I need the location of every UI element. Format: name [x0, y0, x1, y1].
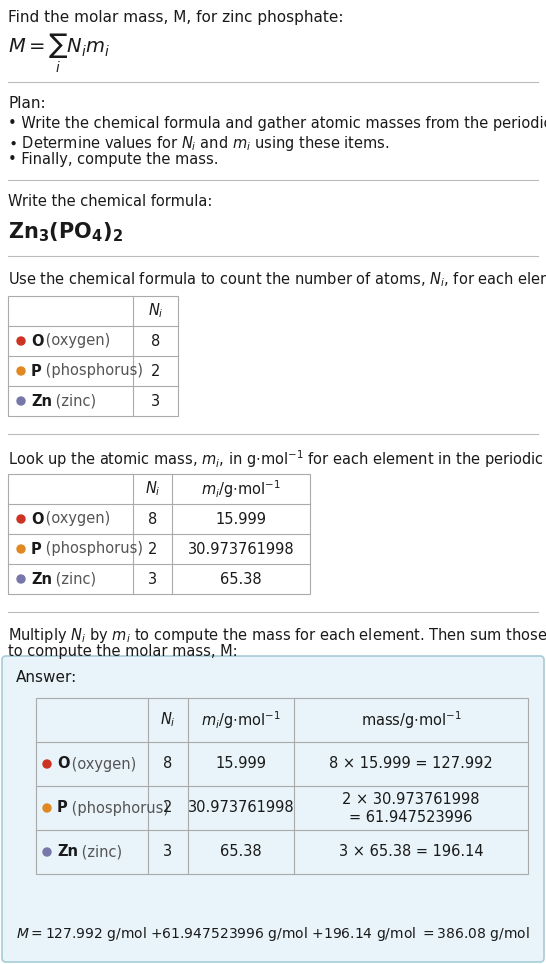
Text: (phosphorus): (phosphorus)	[41, 542, 143, 556]
Text: (zinc): (zinc)	[77, 844, 122, 860]
Circle shape	[17, 337, 25, 345]
Circle shape	[17, 397, 25, 405]
Circle shape	[43, 848, 51, 856]
Text: $M = 127.992$ g/mol $+ 61.947523996$ g/mol $+ 196.14$ g/mol $= 386.08$ g/mol: $M = 127.992$ g/mol $+ 61.947523996$ g/m…	[16, 925, 530, 943]
Circle shape	[17, 545, 25, 553]
Text: $N_i$: $N_i$	[160, 710, 176, 730]
Text: 2: 2	[151, 363, 160, 379]
Text: P: P	[31, 363, 41, 379]
Text: $N_i$: $N_i$	[145, 480, 161, 498]
Text: $N_i$: $N_i$	[147, 302, 163, 320]
Text: (oxygen): (oxygen)	[67, 757, 136, 771]
Text: = 61.947523996: = 61.947523996	[349, 811, 473, 825]
Text: • Write the chemical formula and gather atomic masses from the periodic table.: • Write the chemical formula and gather …	[8, 116, 546, 131]
Circle shape	[17, 575, 25, 583]
Text: Find the molar mass, M, for zinc phosphate:: Find the molar mass, M, for zinc phospha…	[8, 10, 343, 25]
Text: Answer:: Answer:	[16, 670, 77, 685]
Text: $m_i$/g$\cdot$mol$^{-1}$: $m_i$/g$\cdot$mol$^{-1}$	[201, 478, 281, 500]
Text: 8: 8	[163, 757, 173, 771]
Text: 2 × 30.973761998: 2 × 30.973761998	[342, 791, 480, 807]
Text: (oxygen): (oxygen)	[41, 334, 110, 349]
Text: mass/g$\cdot$mol$^{-1}$: mass/g$\cdot$mol$^{-1}$	[360, 710, 461, 731]
Text: 3: 3	[151, 393, 160, 409]
Text: P: P	[57, 800, 68, 816]
Text: 3: 3	[148, 572, 157, 586]
Text: • Finally, compute the mass.: • Finally, compute the mass.	[8, 152, 218, 167]
Text: 2: 2	[148, 542, 157, 556]
Circle shape	[43, 760, 51, 768]
Text: Zn: Zn	[31, 393, 52, 409]
Text: O: O	[31, 512, 44, 526]
Text: $M = \sum_i N_i m_i$: $M = \sum_i N_i m_i$	[8, 32, 110, 75]
Bar	[8, 474, 310, 594]
Text: Plan:: Plan:	[8, 96, 46, 111]
Text: 3 × 65.38 = 196.14: 3 × 65.38 = 196.14	[339, 844, 483, 860]
Text: 15.999: 15.999	[216, 757, 266, 771]
Text: Zn: Zn	[57, 844, 78, 860]
Text: $m_i$/g$\cdot$mol$^{-1}$: $m_i$/g$\cdot$mol$^{-1}$	[201, 710, 281, 731]
Bar	[36, 698, 528, 874]
Text: Write the chemical formula:: Write the chemical formula:	[8, 194, 212, 209]
Text: Look up the atomic mass, $m_i$, in g$\cdot$mol$^{-1}$ for each element in the pe: Look up the atomic mass, $m_i$, in g$\cd…	[8, 448, 546, 469]
Text: (zinc): (zinc)	[51, 572, 96, 586]
Text: 8: 8	[151, 334, 160, 349]
Text: Multiply $N_i$ by $m_i$ to compute the mass for each element. Then sum those val: Multiply $N_i$ by $m_i$ to compute the m…	[8, 626, 546, 645]
Circle shape	[17, 515, 25, 523]
Text: (zinc): (zinc)	[51, 393, 96, 409]
Text: 65.38: 65.38	[220, 572, 262, 586]
Text: 3: 3	[163, 844, 173, 860]
Text: $\bullet$ Determine values for $N_i$ and $m_i$ using these items.: $\bullet$ Determine values for $N_i$ and…	[8, 134, 389, 153]
Circle shape	[17, 367, 25, 375]
Bar	[8, 296, 178, 416]
Text: (phosphorus): (phosphorus)	[67, 800, 169, 816]
Text: 30.973761998: 30.973761998	[188, 542, 294, 556]
Text: P: P	[31, 542, 41, 556]
Circle shape	[43, 804, 51, 812]
Text: O: O	[57, 757, 69, 771]
Text: $\mathbf{Zn_3(PO_4)_2}$: $\mathbf{Zn_3(PO_4)_2}$	[8, 220, 123, 244]
Text: 15.999: 15.999	[216, 512, 266, 526]
Text: Use the chemical formula to count the number of atoms, $N_i$, for each element:: Use the chemical formula to count the nu…	[8, 270, 546, 288]
Text: (phosphorus): (phosphorus)	[41, 363, 143, 379]
Text: 65.38: 65.38	[220, 844, 262, 860]
Text: Zn: Zn	[31, 572, 52, 586]
Text: (oxygen): (oxygen)	[41, 512, 110, 526]
Text: to compute the molar mass, M:: to compute the molar mass, M:	[8, 644, 238, 659]
Text: O: O	[31, 334, 44, 349]
Text: 2: 2	[163, 800, 173, 816]
Text: 8: 8	[148, 512, 157, 526]
FancyBboxPatch shape	[2, 656, 544, 962]
Text: 8 × 15.999 = 127.992: 8 × 15.999 = 127.992	[329, 757, 493, 771]
Text: 30.973761998: 30.973761998	[188, 800, 294, 816]
